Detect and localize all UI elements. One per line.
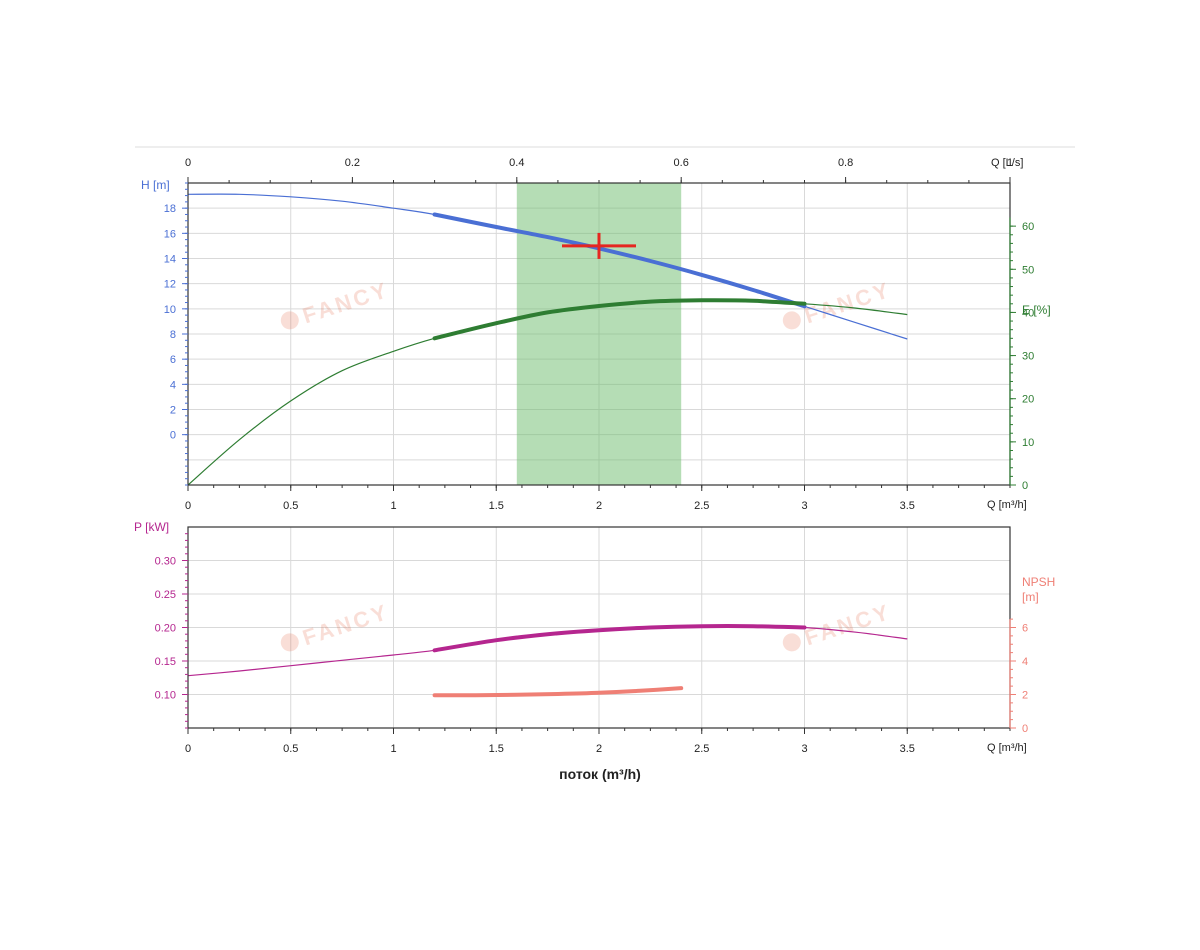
upper-x-tick-label: 0 [185,500,191,512]
efficiency-axis-tick-label: 20 [1022,394,1034,406]
lower-x-tick-label: 3 [801,743,807,755]
npsh-axis-tick-label: 0 [1022,723,1028,735]
efficiency-axis-tick-label: 0 [1022,480,1028,492]
npsh-curve-operating-section [432,686,684,698]
power-npsh-panel: FANCY FANCY 0 0.5 1 1.5 2 2.5 3 3.50.100.150.200… [134,520,1055,755]
upper-x-tick-label: 2 [596,500,602,512]
lower-x-tick-label: 2 [596,743,602,755]
fancy-watermark: FANCY [280,277,392,330]
upper-x-tick-label: 0.5 [283,500,298,512]
head-axis-tick-label: 18 [164,203,176,215]
head-axis-tick-label: 8 [170,329,176,341]
top-axis-tick-label: 0.8 [838,157,853,169]
watermark-logo-icon [280,311,299,330]
h-curve-operating-section [432,212,807,309]
head-axis-label: H [m] [141,178,170,192]
efficiency-axis-tick-label: 60 [1022,221,1034,233]
head-axis-tick-label: 6 [170,354,176,366]
npsh-axis-tick-label: 6 [1022,623,1028,635]
watermark-text: FANCY [801,599,894,650]
p-curve-operating-section [432,623,807,653]
npsh-axis-tick-label: 2 [1022,690,1028,702]
watermark-logo-icon [782,311,801,330]
power-axis-tick-label: 0.20 [155,623,176,635]
head-axis-tick-label: 2 [170,405,176,417]
upper-flow-axis-label: Q [m³/h] [987,499,1027,511]
head-axis-tick-label: 12 [164,279,176,291]
power-axis-tick-label: 0.15 [155,656,176,668]
npsh-axis-label-line1: NPSH [1022,575,1055,589]
power-axis-tick-label: 0.30 [155,556,176,568]
head-axis-tick-label: 0 [170,430,176,442]
head-axis-tick-label: 16 [164,228,176,240]
fancy-watermark: FANCY [280,599,392,652]
upper-x-tick-label: 3 [801,500,807,512]
lower-x-tick-label: 0 [185,743,191,755]
lower-x-tick-label: 1 [390,743,396,755]
upper-x-tick-label: 3.5 [900,500,915,512]
lower-x-tick-label: 3.5 [900,743,915,755]
efficiency-axis-tick-label: 50 [1022,264,1034,276]
top-axis-tick-label: 0.4 [509,157,524,169]
operating-range-band [516,183,682,485]
upper-ticks: 0 0.2 0.4 0.6 0.8 10 0.5 1 1.5 2 2.5 3 3.50246810121… [164,157,1035,512]
top-flow-axis-label: Q [L/s] [991,157,1023,169]
top-axis-tick-label: 0 [185,157,191,169]
head-axis-tick-label: 4 [170,379,176,391]
upper-x-tick-label: 1.5 [489,500,504,512]
efficiency-axis-tick-label: 30 [1022,351,1034,363]
power-axis-tick-label: 0.10 [155,690,176,702]
head-axis-tick-label: 10 [164,304,176,316]
power-axis-tick-label: 0.25 [155,589,176,601]
efficiency-axis-tick-label: 10 [1022,437,1034,449]
upper-x-tick-label: 2.5 [694,500,709,512]
lower-x-tick-label: 2.5 [694,743,709,755]
npsh-axis-tick-label: 4 [1022,656,1028,668]
head-efficiency-panel: FANCY FANCY 0 0.2 0.4 0.6 0.8 10 0.5 1 1.5 2 2.5 3 3.… [141,157,1051,512]
upper-curves [187,193,908,486]
upper-x-tick-label: 1 [390,500,396,512]
watermark-text: FANCY [299,599,392,650]
head-axis-tick-label: 14 [164,254,176,266]
x-axis-title: поток (m³/h) [559,766,641,782]
duty-point-marker [562,232,636,259]
top-axis-tick-label: 1 [1007,157,1013,169]
power-axis-label: P [kW] [134,520,169,534]
lower-flow-axis-label: Q [m³/h] [987,742,1027,754]
e-curve-operating-section [432,298,807,341]
top-axis-tick-label: 0.2 [345,157,360,169]
watermark-text: FANCY [299,277,392,328]
watermark-logo-icon [782,633,801,652]
top-axis-tick-label: 0.6 [674,157,689,169]
efficiency-axis-tick-label: 40 [1022,307,1034,319]
lower-x-tick-label: 0.5 [283,743,298,755]
lower-curves [187,623,908,698]
npsh-axis-label-line2: [m] [1022,590,1039,604]
lower-x-tick-label: 1.5 [489,743,504,755]
watermark-logo-icon [280,633,299,652]
efficiency-axis-label: E [%] [1022,303,1051,317]
lower-ticks: 0 0.5 1 1.5 2 2.5 3 3.5 0.10 0.15 0.20 0.25 0.30 0 2 4 6 [155,533,1028,755]
